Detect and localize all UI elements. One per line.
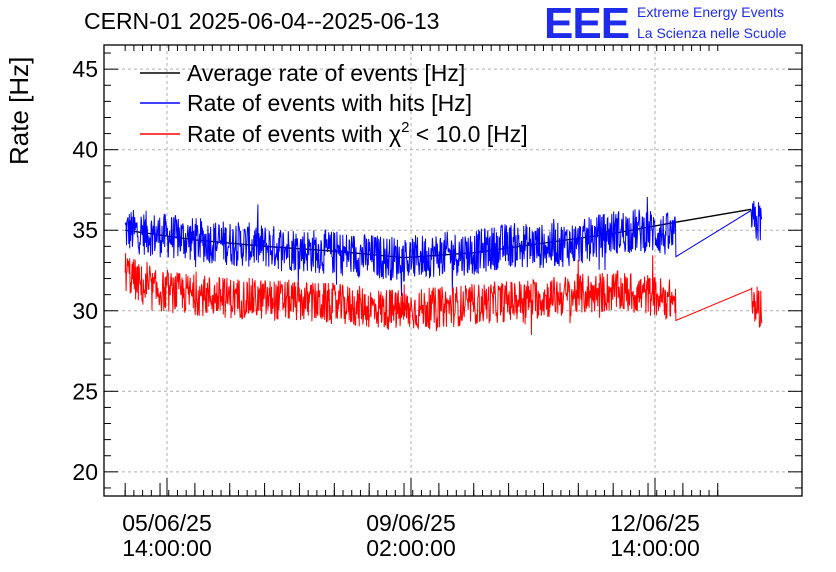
y-tick-label: 25	[72, 378, 98, 404]
logo-line2: La Scienza nelle Scuole	[637, 25, 787, 41]
y-tick-label: 45	[72, 56, 98, 82]
y-tick-label: 40	[72, 137, 98, 163]
y-tick-label: 35	[72, 217, 98, 243]
y-tick-label: 20	[72, 459, 98, 485]
legend-hits-label: Rate of events with hits [Hz]	[187, 90, 472, 116]
x-tick-label: 14:00:00	[610, 535, 700, 561]
series-hits-line	[124, 196, 763, 297]
y-tick-label: 30	[72, 298, 98, 324]
legend-chi2-label: Rate of events with χ2 < 10.0 [Hz]	[187, 119, 528, 147]
x-tick-label: 02:00:00	[366, 535, 456, 561]
x-tick-label: 09/06/25	[366, 510, 456, 536]
legend-average-label: Average rate of events [Hz]	[187, 60, 465, 86]
x-tick-label: 14:00:00	[122, 535, 212, 561]
eee-logo: EEE	[544, 0, 630, 48]
series-chi2-line	[124, 253, 763, 336]
plot-frame	[103, 44, 803, 497]
x-tick-label: 12/06/25	[610, 510, 700, 536]
chart-title: CERN-01 2025-06-04--2025-06-13	[84, 8, 440, 34]
x-tick-label: 05/06/25	[122, 510, 212, 536]
logo-line1: Extreme Energy Events	[637, 4, 785, 20]
